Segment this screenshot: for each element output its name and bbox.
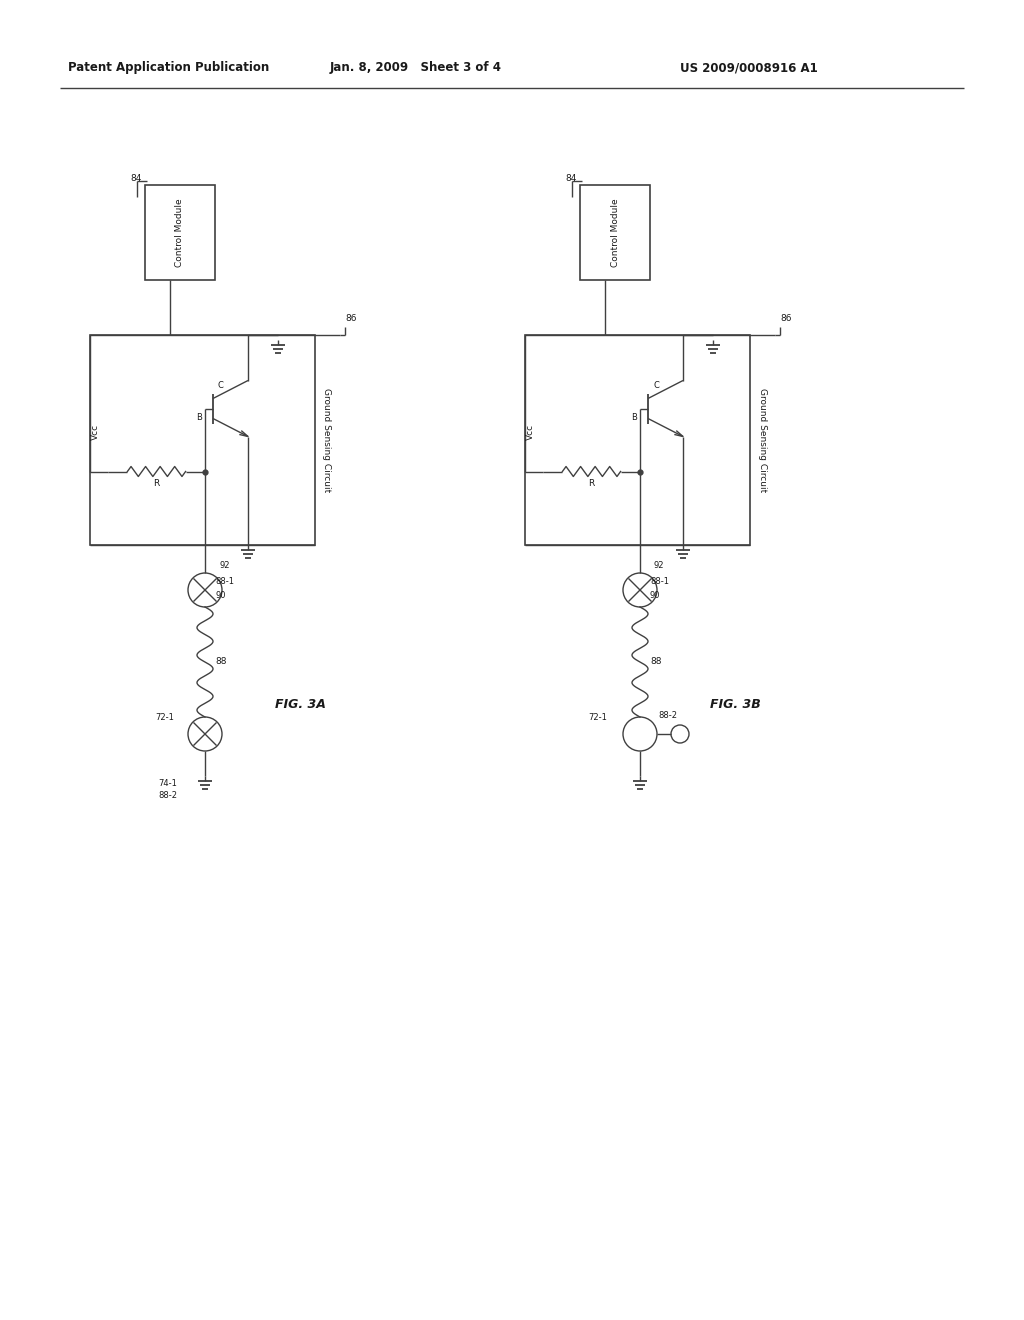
Text: FIG. 3A: FIG. 3A xyxy=(275,697,326,710)
Text: 84: 84 xyxy=(565,174,577,183)
Text: 88-1: 88-1 xyxy=(215,578,234,586)
Circle shape xyxy=(188,573,222,607)
Text: C: C xyxy=(218,381,224,391)
Text: 86: 86 xyxy=(345,314,356,323)
Circle shape xyxy=(188,717,222,751)
Text: B: B xyxy=(196,413,202,422)
Text: 88: 88 xyxy=(215,657,226,667)
Text: Jan. 8, 2009   Sheet 3 of 4: Jan. 8, 2009 Sheet 3 of 4 xyxy=(330,62,502,74)
Text: 88-1: 88-1 xyxy=(650,578,669,586)
Text: Patent Application Publication: Patent Application Publication xyxy=(68,62,269,74)
Text: Control Module: Control Module xyxy=(610,198,620,267)
Text: FIG. 3B: FIG. 3B xyxy=(710,697,761,710)
Bar xyxy=(580,185,650,280)
Text: 92: 92 xyxy=(654,561,665,570)
Text: 90: 90 xyxy=(215,590,225,599)
Text: Vcc: Vcc xyxy=(525,424,535,440)
Circle shape xyxy=(671,725,689,743)
Text: Control Module: Control Module xyxy=(175,198,184,267)
Text: R: R xyxy=(589,479,595,488)
Text: 88-2: 88-2 xyxy=(658,711,677,719)
Bar xyxy=(145,185,215,280)
Text: Ground Sensing Circuit: Ground Sensing Circuit xyxy=(758,388,767,492)
Text: Ground Sensing Circuit: Ground Sensing Circuit xyxy=(323,388,332,492)
Text: 72-1: 72-1 xyxy=(155,713,174,722)
Bar xyxy=(90,335,315,545)
Text: 84: 84 xyxy=(131,174,142,183)
Text: 72-1: 72-1 xyxy=(588,713,607,722)
Text: 92: 92 xyxy=(219,561,229,570)
Text: 74-1: 74-1 xyxy=(158,779,177,788)
Text: US 2009/0008916 A1: US 2009/0008916 A1 xyxy=(680,62,818,74)
Circle shape xyxy=(623,573,657,607)
Text: 88: 88 xyxy=(650,657,662,667)
Text: 88-2: 88-2 xyxy=(158,791,177,800)
Text: Vcc: Vcc xyxy=(90,424,99,440)
Text: 90: 90 xyxy=(650,590,660,599)
Bar xyxy=(525,335,750,545)
Text: B: B xyxy=(631,413,637,422)
Circle shape xyxy=(623,717,657,751)
Text: 86: 86 xyxy=(780,314,792,323)
Text: R: R xyxy=(154,479,160,488)
Text: C: C xyxy=(653,381,658,391)
